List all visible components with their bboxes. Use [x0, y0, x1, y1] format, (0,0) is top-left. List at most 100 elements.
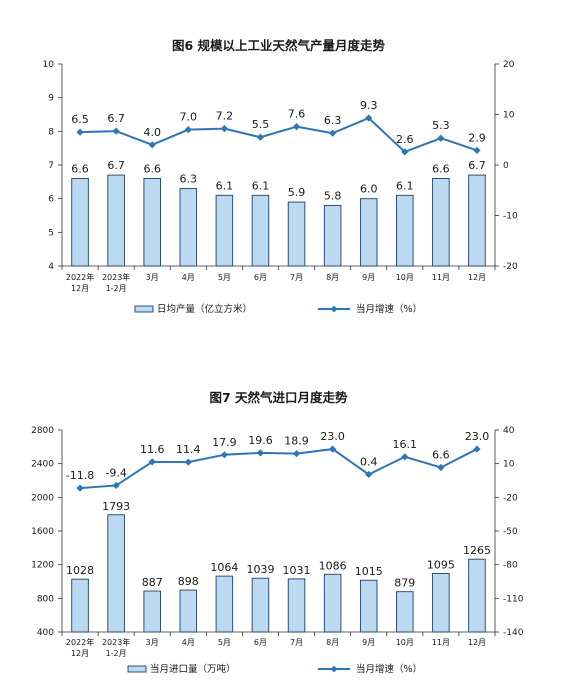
bar: [215, 575, 234, 633]
y-left-tick-label: 4: [48, 262, 54, 272]
y-right-tick-label: -110: [503, 594, 524, 604]
bar-data-label: 887: [142, 576, 163, 589]
x-tick-label-line: 11月: [432, 273, 450, 282]
bar-data-label: 898: [178, 575, 199, 588]
x-tick-label: 8月: [326, 273, 339, 282]
y-right-tick-label: -50: [503, 527, 518, 537]
line-data-label: 2.9: [468, 131, 486, 144]
bar-data-label: 6.0: [360, 183, 378, 196]
bar-data-label: 6.7: [468, 159, 486, 172]
x-tick-label-line: 2022年: [66, 637, 94, 647]
line-data-label: 0.4: [360, 455, 378, 468]
x-tick-label: 5月: [218, 273, 231, 282]
x-tick-label-line: 4月: [182, 638, 195, 647]
bar-data-label: 6.6: [143, 162, 161, 175]
bar: [107, 514, 125, 633]
y-left-tick-label: 8: [48, 127, 54, 137]
bar: [179, 589, 198, 633]
x-tick-label-line: 6月: [254, 638, 267, 647]
legend-bar-swatch: [127, 665, 147, 673]
line-data-label: 19.6: [248, 434, 273, 447]
y-left-tick-label: 7: [48, 161, 54, 171]
y-right-tick-label: -20: [503, 493, 518, 503]
x-tick-label-line: 12月: [71, 284, 89, 293]
growth-rate-line: [80, 116, 478, 154]
line-point-marker: [76, 484, 84, 492]
bar: [287, 201, 306, 267]
bar: [396, 591, 414, 633]
x-tick-label: 9月: [362, 638, 375, 647]
line-point-marker: [365, 114, 373, 122]
bar-data-label: 6.1: [396, 179, 414, 192]
bar-data-label: 6.6: [432, 162, 450, 175]
line-data-label: 23.0: [320, 430, 345, 443]
line-point-marker: [365, 470, 373, 479]
x-tick-label: 7月: [290, 273, 303, 282]
line-point-marker: [329, 129, 337, 137]
bar: [432, 178, 450, 267]
bar: [432, 573, 450, 633]
x-tick-label: 3月: [146, 638, 159, 647]
y-left-tick-label: 6: [48, 195, 54, 205]
line-data-label: -9.4: [105, 466, 126, 479]
bar: [71, 178, 89, 267]
y-left-tick-label: 800: [37, 594, 54, 604]
x-tick-label-line: 2023年: [102, 637, 130, 647]
x-tick-label-line: 6月: [254, 273, 267, 282]
bar-data-label: 6.3: [180, 173, 198, 186]
x-tick-label-line: 2023年: [102, 272, 130, 282]
x-tick-label-line: 10月: [396, 638, 414, 647]
x-tick-label: 8月: [326, 638, 339, 647]
y-right-tick-label: -10: [503, 212, 518, 222]
y-left-tick-label: 9: [48, 94, 54, 104]
line-point-marker: [148, 458, 156, 466]
y-right-tick-label: 10: [503, 460, 515, 470]
line-data-label: 6.5: [71, 113, 89, 126]
bar: [359, 198, 378, 267]
x-tick-label-line: 7月: [290, 638, 303, 647]
bar-data-label: 6.1: [216, 179, 234, 192]
x-tick-label: 2023年 1-2月: [102, 272, 130, 293]
x-tick-label-line: 1-2月: [106, 649, 127, 658]
bar: [323, 573, 342, 633]
line-point-marker: [473, 445, 481, 453]
x-tick-label: 10月: [396, 638, 414, 647]
bar-data-label: 1086: [319, 559, 347, 572]
x-tick-label-line: 1-2月: [106, 284, 127, 293]
line-point-marker: [401, 453, 409, 461]
x-tick-label: 2023年 1-2月: [102, 637, 130, 658]
line-point-marker: [292, 450, 301, 458]
y-left-tick-label: 10: [43, 60, 55, 70]
x-tick-label-line: 2022年: [66, 272, 94, 282]
y-right-tick-label: 0: [503, 161, 509, 171]
line-point-marker: [112, 127, 120, 135]
line-point-marker: [220, 125, 228, 133]
legend-line-marker: [330, 305, 338, 313]
y-left-tick-label: 400: [37, 628, 54, 638]
x-tick-label: 4月: [182, 273, 195, 282]
line-point-marker: [329, 445, 337, 453]
y-right-tick-label: -20: [503, 262, 518, 272]
legend-line-label: 当月增速（%）: [356, 303, 422, 315]
x-tick-label: 9月: [362, 273, 375, 282]
bar: [179, 188, 198, 267]
x-tick-label-line: 8月: [326, 273, 339, 282]
x-tick-label: 2022年 12月: [66, 637, 94, 658]
legend-line-label: 当月增速（%）: [356, 663, 422, 675]
bar-data-label: 1793: [102, 500, 130, 513]
x-tick-label: 6月: [254, 638, 267, 647]
x-tick-label: 10月: [396, 273, 414, 282]
x-tick-label-line: 3月: [146, 638, 159, 647]
bar-data-label: 1031: [283, 564, 311, 577]
bar-data-label: 1015: [355, 565, 383, 578]
chart-1: 图6 规模以上工业天然气产量月度走势 4 5 6 7 8 9 10 -20 -10 0 10 20 202…: [43, 38, 518, 315]
y-right-tick-label: 20: [503, 60, 515, 70]
bar-data-label: 5.8: [324, 189, 342, 202]
bar-data-label: 1064: [210, 561, 238, 574]
line-data-label: 6.7: [107, 112, 125, 125]
line-data-label: 7.0: [180, 111, 198, 124]
line-point-marker: [256, 133, 265, 141]
x-tick-label: 2022年 12月: [66, 272, 94, 293]
growth-rate-line: [79, 448, 478, 490]
bar: [143, 178, 161, 267]
